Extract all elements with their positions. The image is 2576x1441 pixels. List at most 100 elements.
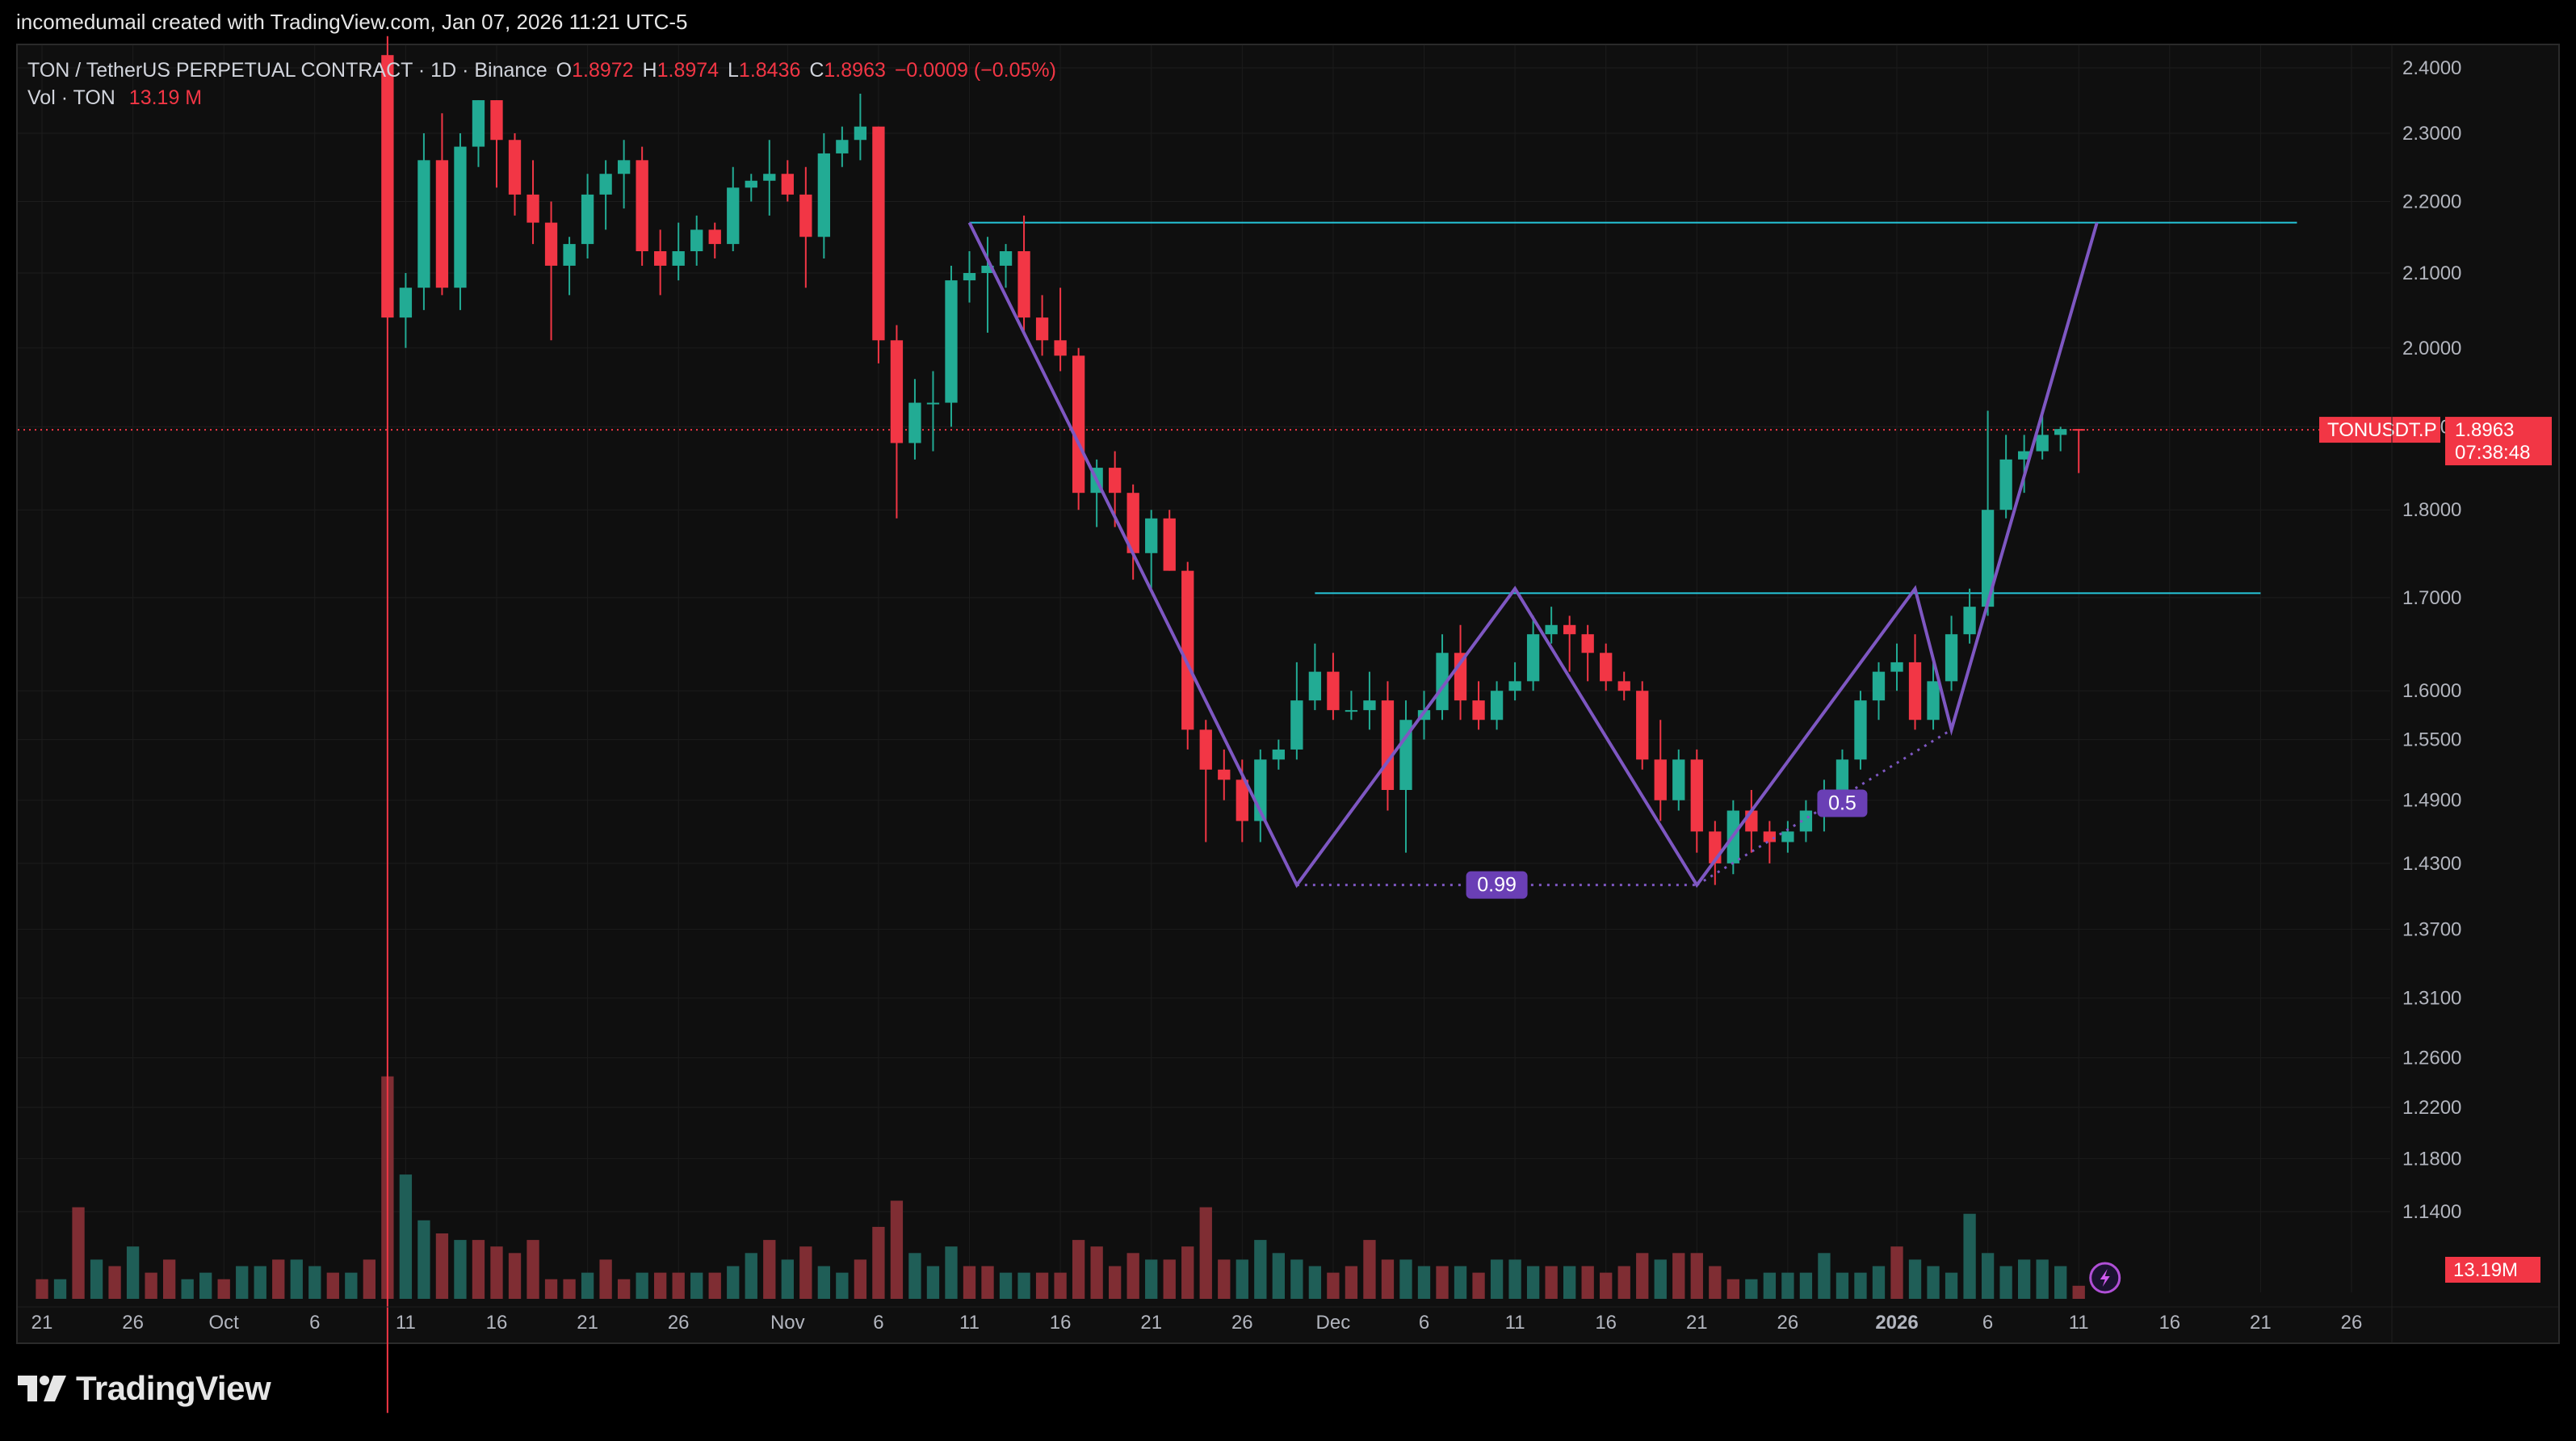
ratio-label-mid-box (1817, 789, 1868, 817)
date-tick-label: 16 (1050, 1312, 1072, 1334)
volume-bar (527, 1240, 539, 1299)
date-tick-label: Nov (770, 1312, 805, 1334)
date-tick-label: 16 (486, 1312, 508, 1334)
lightning-icon[interactable] (2089, 1262, 2121, 1294)
volume-bar (1999, 1266, 2012, 1299)
low-label: L (728, 59, 739, 82)
candle-body (836, 140, 849, 153)
candle-body (1399, 720, 1412, 790)
candle-body (1345, 710, 1358, 712)
volume-bar (563, 1279, 576, 1299)
candle-body (399, 288, 413, 318)
price-tick-label: 2.1000 (2402, 263, 2461, 284)
candle-body (381, 55, 394, 318)
volume-bar (1617, 1266, 1630, 1299)
volume-bar (308, 1266, 321, 1299)
candle-body (1508, 681, 1521, 691)
date-tick-label: Dec (1316, 1312, 1351, 1334)
volume-bar (1090, 1246, 1103, 1299)
volume-bar (199, 1272, 212, 1299)
volume-bar (1890, 1246, 1903, 1299)
volume-bar (108, 1266, 121, 1299)
price-tick-label: 1.3100 (2402, 988, 2461, 1010)
candle-body (581, 194, 594, 245)
volume-bar (1854, 1272, 1867, 1299)
brand-name: TradingView (76, 1369, 271, 1407)
candle-body (1381, 700, 1395, 790)
high-label: H (642, 59, 657, 82)
volume-bar (672, 1272, 685, 1299)
candle-body (654, 251, 667, 266)
volume-bar (1709, 1266, 1722, 1299)
volume-bar (781, 1259, 794, 1299)
volume-bar (763, 1240, 776, 1299)
volume-bar (2054, 1266, 2067, 1299)
candle-body (672, 251, 685, 266)
volume-bar (490, 1246, 503, 1299)
candle-body (1363, 700, 1376, 711)
candle-body (1545, 624, 1558, 635)
candle-body (1636, 691, 1649, 760)
open-value: 1.8972 (572, 59, 634, 82)
tradingview-brand[interactable]: TradingView (18, 1369, 271, 1408)
symbol-title[interactable]: TON / TetherUS PERPETUAL CONTRACT · 1D ·… (27, 59, 548, 82)
ratio-label-mid: 0.5 (1817, 789, 1868, 817)
candle-body (908, 402, 921, 443)
candle-body (1327, 671, 1340, 711)
candle-body (508, 140, 522, 195)
last-price-text: 1.8963 (2455, 419, 2514, 441)
candle-body (1600, 653, 1613, 682)
volume-bar (1636, 1253, 1649, 1299)
candle-body (490, 100, 503, 141)
volume-tag-box (2445, 1257, 2540, 1283)
date-tick-label: 26 (2341, 1312, 2363, 1334)
candle-body (1999, 459, 2012, 510)
volume-bar (181, 1279, 194, 1299)
candle-body (1963, 607, 1976, 635)
open-label: O (556, 59, 573, 82)
volume-bar (1745, 1279, 1758, 1299)
volume-bar (617, 1279, 631, 1299)
candle-body (1236, 779, 1248, 821)
volume-label[interactable]: Vol · TON (27, 86, 115, 109)
close-value: 1.8963 (824, 59, 886, 82)
volume-bar (1508, 1259, 1521, 1299)
volume-bar (1345, 1266, 1358, 1299)
volume-bar (890, 1200, 904, 1299)
date-tick-label: 26 (668, 1312, 690, 1334)
candle-body (1163, 518, 1176, 571)
date-tick-label: 6 (309, 1312, 320, 1334)
volume-bar (999, 1272, 1013, 1299)
volume-bar (854, 1259, 867, 1299)
candle-body (1017, 251, 1030, 318)
date-tick-label: 26 (122, 1312, 144, 1334)
volume-bar (326, 1272, 339, 1299)
candle-body (872, 126, 885, 341)
candle-body (1908, 662, 1922, 720)
chart-legend: TON / TetherUS PERPETUAL CONTRACT · 1D ·… (27, 57, 1059, 111)
last-price-box (2445, 417, 2552, 466)
volume-bar (817, 1266, 831, 1299)
candle-body (1581, 634, 1594, 653)
candle-body (1617, 681, 1630, 691)
date-tick-label: 11 (959, 1312, 980, 1334)
candle-body (1035, 317, 1049, 341)
volume-bar (872, 1226, 885, 1299)
candle-body (1854, 700, 1867, 760)
candle-body (1981, 510, 1995, 607)
volume-bar (1109, 1266, 1122, 1299)
price-tick-label: 1.4300 (2402, 853, 2461, 875)
candle-body (1272, 749, 1285, 760)
top-bar: incomedumail created with TradingView.co… (0, 0, 2576, 44)
volume-bar (399, 1174, 413, 1299)
price-tick-label: 1.1400 (2402, 1201, 2461, 1223)
date-tick-label: 6 (1419, 1312, 1429, 1334)
candle-body (454, 146, 467, 288)
legend-ohlc-row: TON / TetherUS PERPETUAL CONTRACT · 1D ·… (27, 57, 1059, 84)
harmonic-pattern-line (967, 221, 2099, 889)
date-tick-label: 21 (31, 1312, 53, 1334)
volume-bar (1963, 1213, 1976, 1299)
ratio-label-low: 0.99 (1466, 871, 1528, 899)
candle-body (999, 251, 1013, 266)
